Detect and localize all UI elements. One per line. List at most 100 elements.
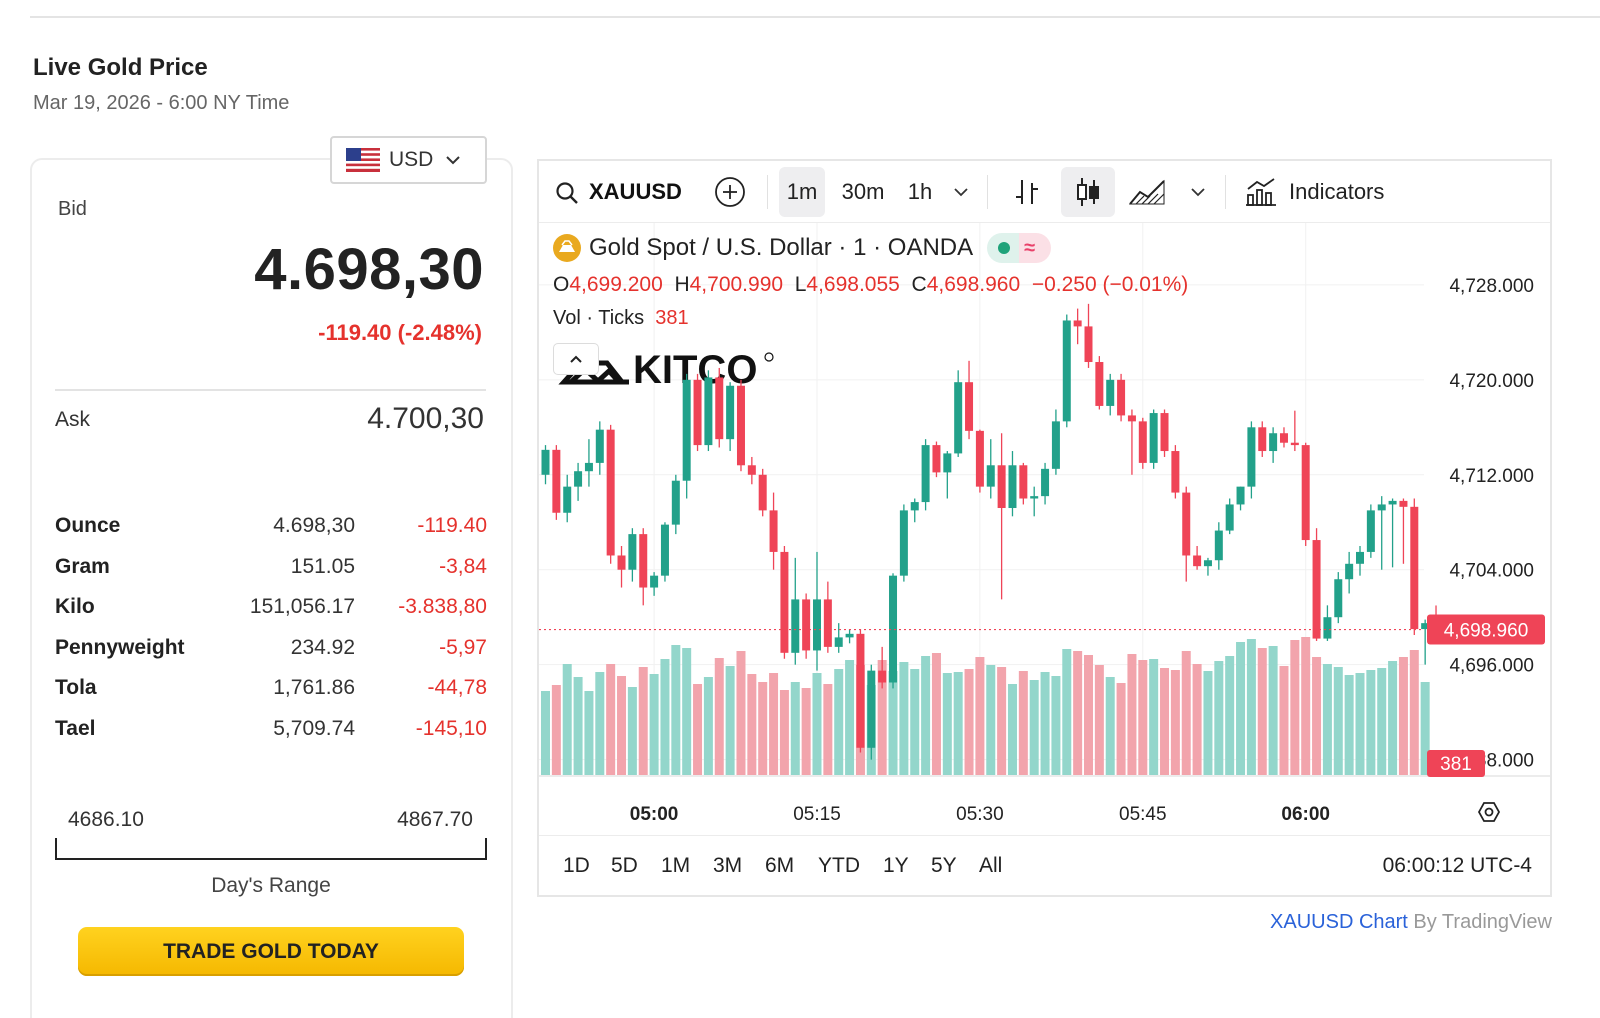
candle-body: [1106, 379, 1115, 406]
range-5y-button[interactable]: 5Y: [931, 854, 957, 877]
candlestick-chart[interactable]: KITCO 4,728.0004,720.0004,712.0004,704.0…: [539, 223, 1552, 835]
unit-name: Ounce: [55, 514, 121, 538]
volume-bar: [921, 656, 931, 775]
candle-body: [758, 474, 767, 511]
candle-body: [747, 465, 756, 475]
candle-body: [943, 453, 952, 473]
volume-bar: [964, 669, 974, 775]
range-ytd-button[interactable]: YTD: [818, 854, 860, 877]
indicators-button[interactable]: Indicators: [1245, 167, 1399, 217]
volume-bar: [953, 672, 963, 775]
candle-body: [1258, 427, 1267, 452]
chevron-down-icon: [446, 156, 461, 165]
volume-bar: [1192, 664, 1202, 775]
area-chart-type-icon[interactable]: [1128, 177, 1168, 207]
candle-body: [715, 377, 724, 440]
candle-body: [628, 534, 637, 570]
candle-body: [1290, 442, 1299, 446]
candle-body: [1345, 563, 1354, 580]
unit-value: 234.92: [290, 635, 355, 659]
unit-change: -145,10: [415, 716, 487, 740]
high-value: 4,700.990: [689, 273, 784, 296]
chart-clock[interactable]: 06:00:12 UTC-4: [1382, 854, 1532, 877]
range-1d-button[interactable]: 1D: [563, 854, 590, 877]
candle-body: [1062, 320, 1071, 422]
volume-bar: [823, 684, 833, 775]
volume-bar: [1018, 671, 1028, 775]
symbol-input[interactable]: XAUUSD: [589, 179, 681, 204]
volume-bar: [1333, 667, 1343, 775]
y-tick-label: 4,704.000: [1449, 561, 1534, 582]
volume-bar: [541, 691, 550, 775]
range-3m-button[interactable]: 3M: [713, 854, 743, 877]
volume-bar: [1138, 660, 1148, 775]
bar-chart-type-icon[interactable]: [1013, 177, 1041, 207]
volume-bar: [1290, 640, 1300, 775]
ohlc-values: O4,699.200 H4,700.990 L4,698.055 C4,698.…: [553, 273, 1188, 297]
interval-chevron-down-icon[interactable]: [953, 187, 969, 197]
range-1y-button[interactable]: 1Y: [883, 854, 909, 877]
range-1m-button[interactable]: 1M: [661, 854, 691, 877]
candle-body: [1269, 433, 1278, 452]
candle-body: [660, 524, 669, 576]
candle-body: [1193, 555, 1202, 567]
interval-1m[interactable]: 1m: [779, 167, 825, 217]
unit-name: Tola: [55, 676, 97, 700]
search-icon[interactable]: [555, 181, 579, 205]
candle-body: [921, 445, 930, 503]
volume-bar: [779, 690, 789, 775]
chart-settings-icon[interactable]: [1477, 802, 1501, 822]
volume-bar: [1279, 666, 1289, 775]
volume-bar: [1062, 649, 1072, 775]
collapse-legend-button[interactable]: [553, 343, 599, 375]
x-tick-label: 06:00: [1281, 804, 1330, 825]
market-status-badge[interactable]: ≈: [987, 233, 1052, 263]
volume-bar: [758, 682, 768, 775]
candle-body: [617, 555, 626, 570]
interval-1h[interactable]: 1h: [907, 179, 933, 204]
range-6m-button[interactable]: 6M: [765, 854, 795, 877]
volume-bar: [638, 667, 648, 775]
last-price-tag: [1427, 614, 1545, 645]
candle-body: [1356, 551, 1364, 564]
currency-select[interactable]: USD: [330, 136, 487, 184]
chart-widget: XAUUSD 1m 30m 1h: [537, 159, 1552, 897]
day-range-high: 4867.70: [397, 808, 473, 831]
volume-bar: [627, 687, 637, 775]
candles-chart-type-button[interactable]: [1061, 167, 1115, 217]
candle-body: [541, 449, 550, 475]
volume-bar: [1029, 680, 1039, 775]
candle-body: [1117, 379, 1126, 416]
range-5d-button[interactable]: 5D: [611, 854, 638, 877]
candle-body: [1041, 468, 1050, 497]
trade-gold-button[interactable]: TRADE GOLD TODAY: [78, 927, 464, 976]
candle-body: [1084, 326, 1093, 363]
volume-bar: [725, 666, 735, 775]
compare-plus-icon[interactable]: [714, 176, 746, 208]
unit-change: -44,78: [427, 676, 487, 700]
range-all-button[interactable]: All: [979, 854, 1003, 877]
candle-body: [1138, 421, 1147, 463]
chevron-up-icon: [570, 355, 582, 363]
volume-bar: [736, 651, 746, 775]
chart-type-chevron-down-icon[interactable]: [1190, 187, 1206, 197]
volume-bar: [747, 674, 757, 775]
candle-body: [650, 575, 659, 588]
candle-body: [975, 430, 984, 487]
candle-body: [1247, 427, 1256, 487]
candle-body: [1008, 465, 1017, 509]
candle-body: [1030, 496, 1039, 499]
unit-change: -3.838,80: [398, 595, 487, 619]
candles-icon: [1077, 178, 1099, 206]
bid-price: 4.698,30: [254, 237, 484, 302]
candle-body: [834, 637, 843, 647]
unit-value: 1,761.86: [273, 676, 355, 700]
interval-30m[interactable]: 30m: [841, 179, 885, 204]
unit-value: 151,056.17: [249, 595, 355, 619]
volume-bar: [606, 664, 616, 775]
candle-body: [845, 633, 854, 638]
volume-bar: [1073, 651, 1083, 775]
top-divider: [30, 16, 1600, 18]
xauusd-chart-link[interactable]: XAUUSD Chart: [1270, 911, 1408, 933]
card-divider: [55, 389, 486, 391]
